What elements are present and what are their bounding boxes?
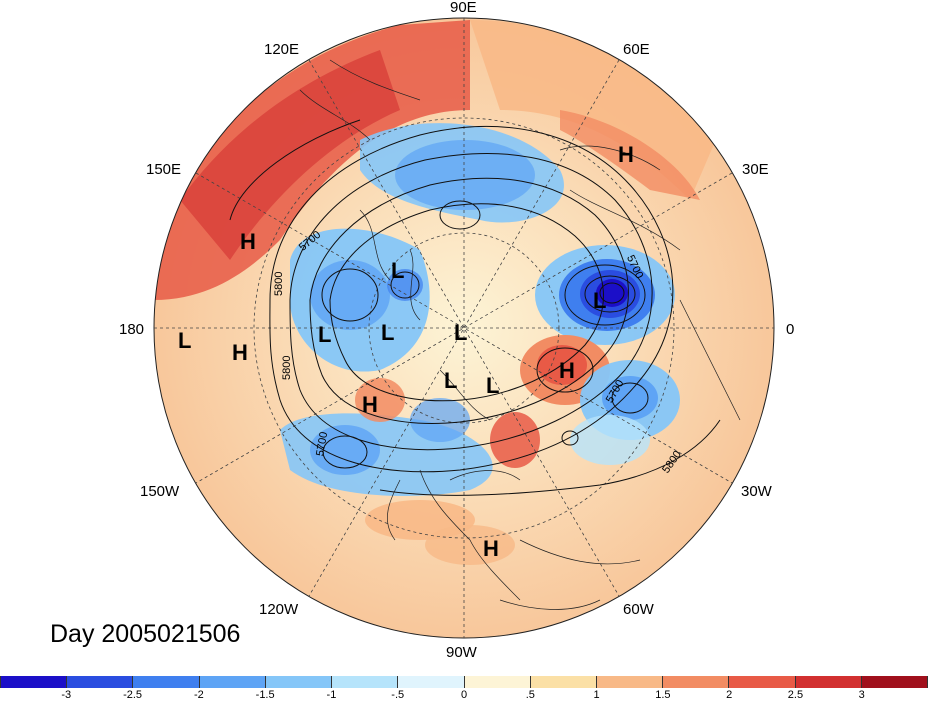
lon-label: 30E <box>742 161 769 178</box>
high-marker: H <box>232 340 248 365</box>
low-marker: L <box>593 288 606 313</box>
colorbar-tick-label: -1.5 <box>255 689 275 701</box>
colorbar-swatch <box>332 676 399 688</box>
lon-label: 180 <box>119 321 144 338</box>
contour-label: 5800 <box>281 356 293 380</box>
map-title: Day 2005021506 <box>50 620 241 648</box>
colorbar-swatch <box>530 676 597 688</box>
pressure-markers: L L L L L L L L H H H H H H <box>178 142 634 561</box>
lon-label: 90E <box>450 0 477 16</box>
colorbar-tick-label: -2 <box>193 689 204 701</box>
colorbar-swatch <box>861 676 928 688</box>
lon-label: 150E <box>146 161 181 178</box>
colorbar-swatch <box>795 676 862 688</box>
colorbar-swatch <box>663 676 730 688</box>
colorbar-tick-label: -2.5 <box>123 689 143 701</box>
lon-label: 120W <box>259 601 299 618</box>
colorbar-swatch <box>398 676 465 688</box>
colorbar-tick-label: 2.5 <box>787 689 804 701</box>
low-marker: L <box>318 322 331 347</box>
lon-label: 60W <box>623 601 655 618</box>
colorbar-tick-label: -3 <box>61 689 72 701</box>
colorbar-swatch <box>0 676 68 688</box>
lon-label: 0 <box>786 321 794 338</box>
high-marker: H <box>483 536 499 561</box>
colorbar-tick-label: .5 <box>525 689 535 701</box>
lon-label: 120E <box>264 41 299 58</box>
colorbar-tick-label: 1.5 <box>655 689 671 701</box>
colorbar-tick-label: 0 <box>460 689 468 701</box>
colorbar-swatch <box>133 676 200 688</box>
low-marker: L <box>444 368 457 393</box>
colorbar-tick-label: -.5 <box>391 689 405 701</box>
colorbar-swatch <box>464 676 531 688</box>
coastlines <box>299 59 741 610</box>
colorbar-tick-label: 2 <box>726 689 733 701</box>
low-marker: L <box>391 258 404 283</box>
low-marker: L <box>486 373 499 398</box>
lon-label: 90W <box>446 644 478 661</box>
height-contours <box>229 119 721 496</box>
colorbar <box>0 676 928 688</box>
high-marker: H <box>559 358 575 383</box>
low-marker: L <box>381 320 394 345</box>
contour-label: 5700 <box>314 431 330 457</box>
lon-label: 150W <box>140 483 180 500</box>
colorbar-tick-label: 3 <box>858 689 865 701</box>
contour-label: 5800 <box>273 272 285 296</box>
colorbar-tick-label: 1 <box>593 689 600 701</box>
low-marker: L <box>178 328 191 353</box>
high-marker: H <box>362 392 378 417</box>
colorbar-tick-label: -1 <box>326 689 337 701</box>
high-marker: H <box>618 142 634 167</box>
colorbar-swatch <box>596 676 664 688</box>
colorbar-swatch <box>199 676 266 688</box>
lon-label: 60E <box>623 41 650 58</box>
colorbar-swatch <box>67 676 134 688</box>
low-marker: L <box>454 320 467 345</box>
colorbar-swatch <box>265 676 333 688</box>
longitude-labels: 90E 60E 30E 0 30W 60W 90W 120W 150W 180 … <box>119 0 794 661</box>
lon-label: 30W <box>741 483 773 500</box>
graticule <box>154 18 774 638</box>
high-marker: H <box>240 229 256 254</box>
colorbar-swatch <box>729 676 796 688</box>
